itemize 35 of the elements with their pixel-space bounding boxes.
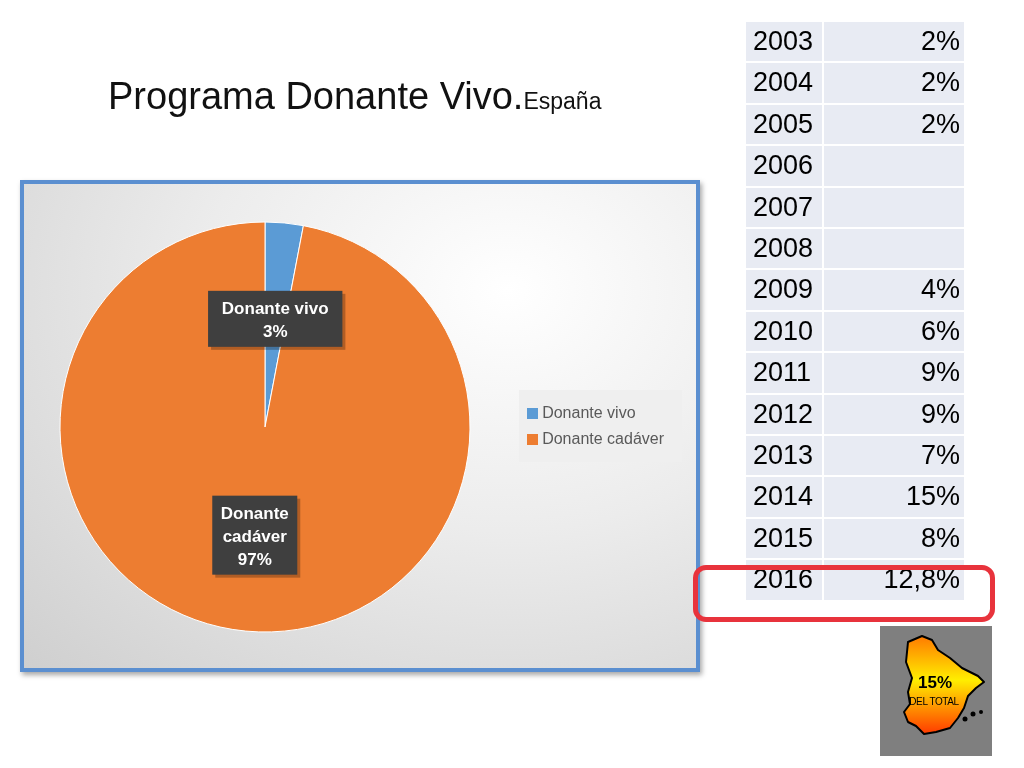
slice-label: Donante cadáver	[220, 503, 289, 546]
data-label: 12,8%	[824, 560, 964, 600]
pie-slice	[59, 221, 471, 633]
y-tick-label: 2003	[746, 22, 822, 62]
data-label: 15%	[824, 477, 964, 517]
y-tick-label: 2007	[746, 187, 822, 227]
y-tick-label: 2014	[746, 477, 822, 517]
data-label: 2%	[824, 104, 964, 145]
y-tick-label: 2015	[746, 518, 822, 559]
y-tick-label: 2009	[746, 270, 822, 310]
data-label: 4%	[824, 270, 964, 310]
y-tick-label: 2010	[746, 311, 822, 352]
y-tick-label: 2011	[746, 353, 822, 393]
y-tick-label: 2006	[746, 146, 822, 186]
y-tick-label: 2004	[746, 63, 822, 103]
y-tick-label: 2012	[746, 394, 822, 434]
y-tick-label: 2005	[746, 104, 822, 145]
data-label: 3%	[262, 321, 288, 341]
data-label: 9%	[824, 353, 964, 393]
y-tick-label: 2016	[746, 560, 822, 600]
data-label: 7%	[824, 436, 964, 476]
data-label: 2%	[824, 63, 964, 103]
y-tick-label: 2013	[746, 436, 822, 476]
chart-subtitle: España	[523, 88, 602, 114]
chart-title: Programa Donante Vivo.	[108, 75, 524, 117]
legend-label: Donante vivo	[542, 404, 636, 421]
data-label: 97%	[237, 549, 272, 569]
legend-label: Donante cadáver	[542, 430, 664, 447]
slice-label: Donante vivo	[221, 298, 329, 318]
data-label: 6%	[824, 311, 964, 352]
spain-map-icon: 15% DEL TOTAL	[880, 626, 992, 756]
data-label: 2%	[824, 22, 964, 62]
data-label: 9%	[824, 394, 964, 434]
data-label: 8%	[824, 518, 964, 559]
y-tick-label: 2008	[746, 229, 822, 269]
